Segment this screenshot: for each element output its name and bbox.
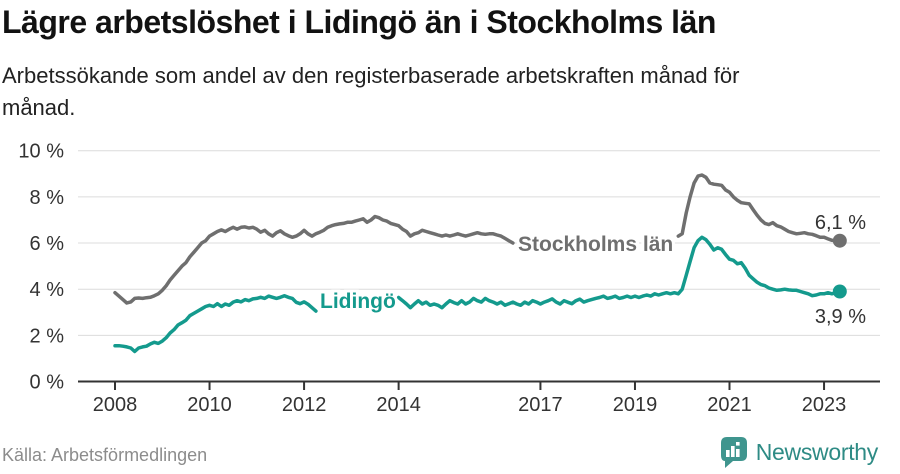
- x-axis-label: 2010: [187, 394, 232, 416]
- chart-subtitle: Arbetssökande som andel av den registerb…: [2, 63, 740, 120]
- brand-wordmark: Newsworthy: [755, 438, 879, 465]
- x-axis-label: 2014: [376, 394, 421, 416]
- x-axis-label: 2012: [282, 394, 327, 416]
- end-value-label-lidingo: 3,9 %: [815, 306, 866, 328]
- end-value-label-stockholms-lan: 6,1 %: [815, 212, 866, 234]
- x-axis-label: 2017: [518, 394, 563, 416]
- x-axis-label: 2008: [93, 394, 138, 416]
- y-axis-label: 8 %: [30, 187, 65, 209]
- y-axis-label: 0 %: [30, 372, 65, 394]
- series-end-dot-stockholms-lan: [832, 233, 847, 248]
- y-axis-label: 10 %: [18, 141, 64, 163]
- y-axis-label: 2 %: [30, 325, 65, 347]
- series-line-lidingo: [113, 235, 842, 354]
- x-axis-label: 2021: [707, 394, 752, 416]
- series-line-stockholms-lan: [113, 173, 842, 305]
- series-label-lidingo: Lidingö: [320, 290, 396, 313]
- y-axis-label: 4 %: [30, 279, 65, 301]
- y-axis-label: 6 %: [30, 233, 65, 255]
- bar-chart-speech-bubble-icon: [720, 437, 747, 468]
- series-label-stockholms-lan: Stockholms län: [518, 233, 673, 256]
- source-note: Källa: Arbetsförmedlingen: [2, 445, 208, 465]
- page-title: Lägre arbetslöshet i Lidingö än i Stockh…: [2, 4, 716, 40]
- x-axis-label: 2023: [802, 394, 847, 416]
- x-axis-label: 2019: [613, 394, 658, 416]
- series-end-dot-lidingo: [832, 284, 847, 299]
- newsworthy-logo: Newsworthy: [720, 436, 878, 468]
